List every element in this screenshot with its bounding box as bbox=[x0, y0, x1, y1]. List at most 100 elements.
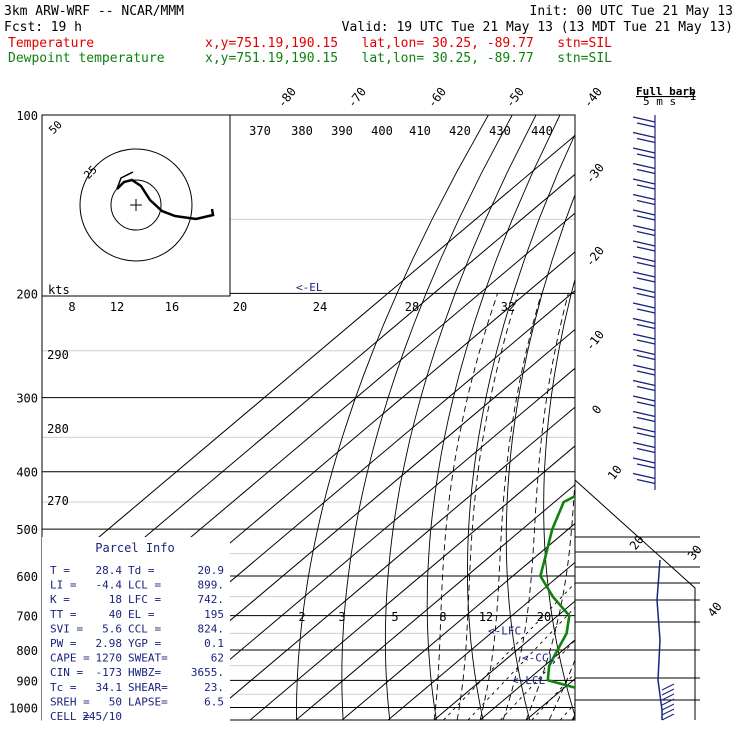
wind-barb bbox=[636, 261, 656, 268]
index-value: 1270 bbox=[96, 652, 123, 665]
isotherm bbox=[710, 115, 740, 720]
index-value: -173 bbox=[96, 666, 123, 679]
index-label: TT = bbox=[50, 608, 77, 621]
pressure-tick-label: 500 bbox=[16, 523, 38, 537]
wind-barb bbox=[632, 333, 656, 340]
index-label: PW = bbox=[50, 637, 77, 650]
level-label-ccl: <-CCL bbox=[522, 652, 555, 665]
index-label: CIN = bbox=[50, 666, 83, 679]
isotherm bbox=[341, 522, 575, 721]
wind-barb bbox=[632, 193, 656, 201]
hodograph-unit: kts bbox=[48, 283, 70, 297]
pressure-tick-label: 300 bbox=[16, 392, 38, 406]
wind-barb bbox=[632, 441, 656, 449]
dry-adiabat bbox=[341, 115, 513, 721]
wind-barb-low bbox=[661, 688, 675, 696]
wind-barb bbox=[636, 370, 656, 376]
mixing-ratio-label: 8 bbox=[439, 610, 446, 624]
wind-barb bbox=[632, 410, 656, 418]
wind-barb bbox=[636, 246, 656, 252]
isotherm-label: -60 bbox=[425, 85, 449, 111]
wind-barb bbox=[632, 116, 656, 123]
plot-frame bbox=[41, 114, 576, 721]
wind-barb bbox=[636, 385, 656, 392]
index-value: 5.6 bbox=[102, 622, 122, 635]
pressure-tick-label: 1000 bbox=[9, 701, 38, 715]
mixing-ratio-label: 5 bbox=[391, 610, 398, 624]
wind-barb bbox=[632, 472, 656, 480]
wind-barb-low bbox=[661, 693, 675, 701]
index-value: 245/10 bbox=[82, 710, 122, 723]
index-value: 899. bbox=[198, 579, 225, 592]
isotherm bbox=[249, 445, 575, 721]
pressure-tick-label: 400 bbox=[16, 466, 38, 480]
isotherm-label: 40 bbox=[705, 600, 725, 620]
index-value: 195 bbox=[204, 608, 224, 621]
mixing-ratio-label: 3 bbox=[338, 610, 345, 624]
dry-adiabat bbox=[580, 115, 655, 720]
wind-barb bbox=[632, 364, 656, 371]
hodograph-speed-label: 16 bbox=[165, 300, 179, 314]
wind-barb bbox=[636, 122, 656, 128]
dry-adiabat bbox=[543, 277, 575, 718]
index-value: 2.98 bbox=[96, 637, 123, 650]
wind-barb bbox=[636, 401, 656, 407]
index-label: LAPSE= bbox=[128, 695, 168, 708]
wind-lower bbox=[575, 536, 700, 701]
hodograph-speed-label: 28 bbox=[405, 300, 419, 314]
wind-barb bbox=[632, 224, 656, 232]
model-title: 3km ARW-WRF -- NCAR/MMM bbox=[4, 4, 184, 19]
wind-barb bbox=[636, 230, 656, 237]
sounding-profiles bbox=[539, 494, 575, 690]
profile-lines bbox=[539, 494, 575, 690]
pressure-tick-label: 600 bbox=[16, 570, 38, 584]
wind-barb bbox=[636, 308, 656, 314]
wind-barb bbox=[636, 339, 656, 345]
isotherm-label: -10 bbox=[583, 328, 607, 354]
wind-barb bbox=[636, 416, 656, 423]
index-label: SWEAT= bbox=[128, 652, 168, 665]
wind-barb-low bbox=[661, 683, 675, 691]
wind-panel-unit-sup: -1 bbox=[683, 90, 696, 103]
isotherm bbox=[618, 115, 740, 720]
pressure-tick-label: 800 bbox=[16, 644, 38, 658]
isotherm-label: -70 bbox=[345, 85, 369, 111]
moist-adiabat bbox=[641, 293, 740, 720]
hodograph-trace bbox=[116, 178, 215, 221]
wind-barb-low bbox=[661, 713, 675, 721]
hodograph-speed-label: 8 bbox=[68, 300, 75, 314]
dry-adiabat-label: 280 bbox=[47, 422, 69, 436]
isotherm-label: -80 bbox=[275, 85, 299, 111]
wind-barb bbox=[636, 463, 656, 469]
dry-adiabat bbox=[296, 115, 489, 720]
isotherm-label: 0 bbox=[589, 402, 604, 416]
pressure-tick-label: 200 bbox=[16, 287, 38, 301]
isotherm-label: -40 bbox=[581, 85, 605, 111]
mixing-ratio-label: 20 bbox=[537, 610, 551, 624]
wind-barb bbox=[636, 277, 656, 283]
parcel-info-title: Parcel Info bbox=[95, 541, 174, 555]
wind-barb bbox=[632, 379, 656, 387]
wind-barb bbox=[632, 286, 656, 294]
isotherm-label: 30 bbox=[685, 543, 705, 563]
index-label: SVI = bbox=[50, 622, 83, 635]
isotherm-label: -50 bbox=[503, 85, 527, 111]
mixing-ratio-line bbox=[531, 672, 575, 721]
index-value: 824. bbox=[198, 622, 225, 635]
index-value: 0.1 bbox=[204, 637, 224, 650]
isotherm bbox=[42, 134, 575, 586]
isotherm-label: -20 bbox=[583, 244, 607, 270]
valid-time: Valid: 19 UTC Tue 21 May 13 (13 MDT Tue … bbox=[342, 20, 733, 35]
moist-adiabat bbox=[502, 293, 569, 721]
moist-adiabat bbox=[595, 293, 740, 720]
moist-adiabat bbox=[618, 293, 740, 720]
parcel-levels: <-EL <-LFC <-CCL <-LCL bbox=[296, 281, 555, 687]
index-value: 18 bbox=[109, 593, 122, 606]
mixing-ratio-line bbox=[598, 576, 727, 720]
index-label: CAPE = bbox=[50, 652, 90, 665]
wind-barb bbox=[632, 131, 656, 139]
hodograph-speed-label: 12 bbox=[110, 300, 124, 314]
dry-adiabat bbox=[682, 115, 740, 720]
dry-adiabat bbox=[505, 193, 575, 721]
